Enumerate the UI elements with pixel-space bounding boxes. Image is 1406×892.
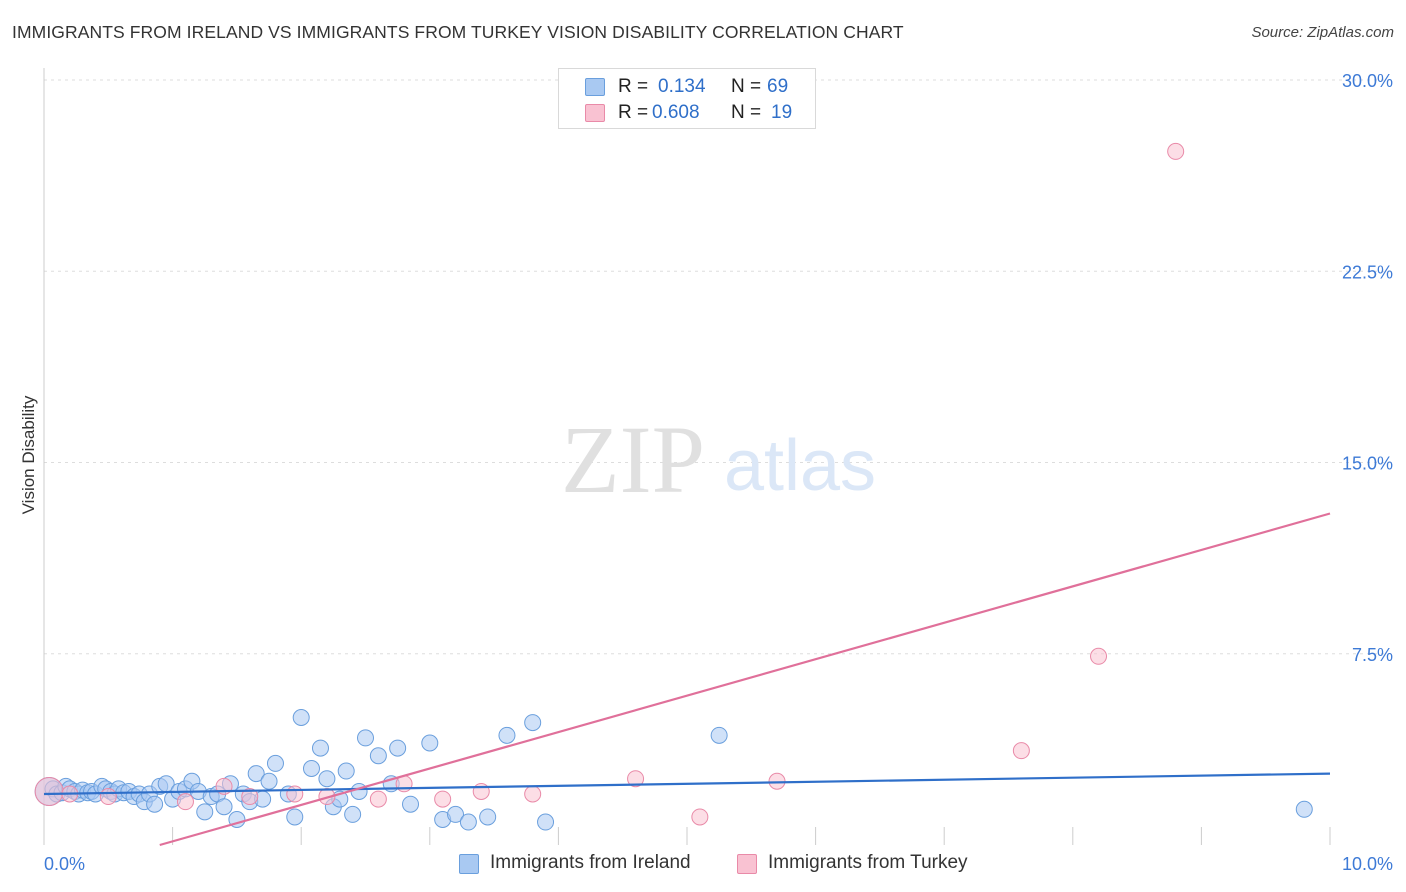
point-ireland (260, 772, 278, 790)
point-ireland (292, 709, 310, 726)
watermark-atlas: atlas (724, 426, 876, 506)
legend-swatch-ireland (585, 78, 605, 96)
point-ireland (146, 795, 164, 813)
point-ireland (402, 795, 420, 813)
trend-line-ireland (43, 772, 1331, 796)
y-axis-label: Vision Disability (19, 395, 38, 514)
trend-lines (43, 512, 1331, 847)
y-tick-label: 30.0% (1342, 71, 1393, 91)
legend-swatch-turkey (585, 104, 605, 122)
legend-label-turkey: Immigrants from Turkey (768, 852, 968, 873)
point-ireland (311, 739, 329, 757)
x-tick-label: 0.0% (44, 854, 85, 874)
y-tick-label: 7.5% (1352, 645, 1393, 665)
point-turkey (1090, 647, 1108, 665)
legend-r-value: 0.134 (658, 76, 706, 97)
correlation-legend: R = 0.134 N = 69 R = 0.608 N = 19 (558, 68, 816, 129)
point-ireland (369, 747, 387, 765)
point-ireland (286, 808, 304, 826)
tick-labels: 7.5% 15.0% 22.5% 30.0% 0.0% 10.0% (44, 71, 1393, 874)
point-turkey (472, 782, 490, 800)
y-tick-label: 22.5% (1342, 262, 1393, 282)
legend-swatch-turkey (737, 854, 757, 874)
point-ireland (524, 714, 542, 732)
point-ireland (447, 805, 465, 823)
legend-r-label: R = (618, 102, 649, 123)
legend-n-value: 69 (767, 76, 789, 97)
point-ireland (344, 805, 362, 823)
point-ireland (1295, 800, 1313, 818)
point-turkey (176, 793, 194, 811)
point-ireland (479, 808, 497, 826)
legend-label-ireland: Immigrants from Ireland (490, 852, 691, 873)
point-turkey (241, 788, 259, 806)
point-ireland (498, 726, 516, 744)
point-turkey (1167, 142, 1185, 160)
source-label: Source: ZipAtlas.com (1251, 24, 1394, 41)
point-ireland (537, 813, 555, 831)
point-ireland (266, 754, 284, 772)
point-turkey (286, 785, 304, 803)
point-turkey (1012, 742, 1030, 760)
y-tick-label: 15.0% (1342, 454, 1393, 474)
gridlines (44, 79, 1392, 655)
point-turkey (369, 790, 387, 808)
point-ireland (421, 734, 439, 752)
point-ireland (302, 760, 320, 777)
legend-swatch-ireland (459, 854, 479, 874)
trend-line-turkey (159, 512, 1331, 847)
axes (43, 68, 1331, 845)
point-turkey (627, 770, 645, 788)
legend-n-label: N = (731, 102, 762, 123)
point-turkey (691, 808, 709, 826)
point-ireland (318, 770, 336, 788)
legend-r-value: 0.608 (652, 102, 700, 123)
point-turkey (434, 790, 452, 808)
watermark-zip: ZIP (561, 406, 705, 513)
point-ireland (196, 803, 214, 821)
legend-n-label: N = (731, 76, 762, 97)
point-ireland (710, 726, 728, 744)
point-turkey (524, 785, 542, 803)
legend-n-value: 19 (771, 102, 793, 123)
point-ireland (337, 762, 355, 780)
point-ireland (215, 798, 233, 816)
point-ireland (459, 813, 477, 831)
point-ireland (389, 739, 407, 757)
legend-r-label: R = (618, 76, 649, 97)
chart-title: IMMIGRANTS FROM IRELAND VS IMMIGRANTS FR… (12, 22, 904, 42)
point-ireland (357, 729, 374, 747)
point-turkey (34, 776, 64, 806)
x-tick-label: 10.0% (1342, 854, 1393, 874)
point-turkey (99, 788, 117, 806)
point-ireland (247, 765, 265, 783)
